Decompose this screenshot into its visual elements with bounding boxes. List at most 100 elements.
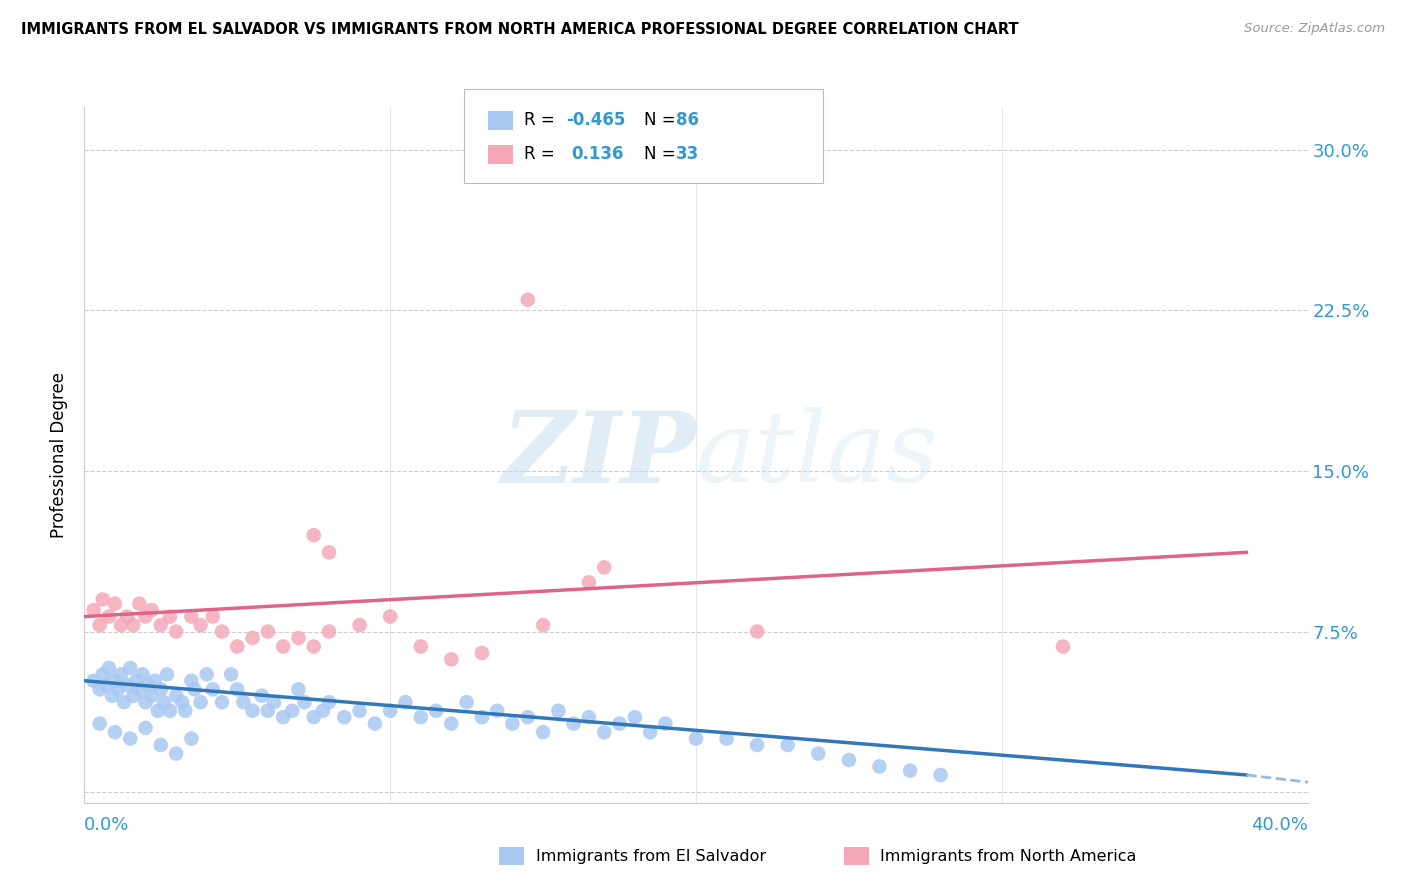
- Point: [195, 667, 218, 681]
- Point: [471, 710, 494, 724]
- Text: -0.465: -0.465: [567, 112, 626, 129]
- Point: [226, 640, 249, 654]
- Point: [593, 725, 616, 739]
- Point: [516, 293, 538, 307]
- Point: [440, 652, 463, 666]
- Point: [807, 747, 830, 761]
- Point: [89, 618, 111, 632]
- Point: [898, 764, 921, 778]
- Point: [271, 640, 294, 654]
- Point: [440, 716, 463, 731]
- Point: [747, 738, 769, 752]
- Point: [349, 618, 371, 632]
- Point: [271, 710, 294, 724]
- Point: [122, 689, 145, 703]
- Point: [747, 624, 769, 639]
- Point: [409, 710, 432, 724]
- Point: [97, 661, 120, 675]
- Point: [263, 695, 285, 709]
- Point: [502, 716, 524, 731]
- Point: [120, 731, 142, 746]
- Point: [104, 673, 127, 688]
- Point: [201, 609, 224, 624]
- Point: [318, 545, 340, 559]
- Point: [281, 704, 304, 718]
- Point: [312, 704, 335, 718]
- Point: [516, 710, 538, 724]
- Point: [174, 704, 197, 718]
- Point: [486, 704, 509, 718]
- Point: [94, 678, 117, 692]
- Text: N =: N =: [644, 112, 681, 129]
- Text: atlas: atlas: [696, 408, 939, 502]
- Point: [83, 603, 105, 617]
- Point: [409, 640, 432, 654]
- Point: [135, 609, 157, 624]
- Point: [333, 710, 356, 724]
- Point: [135, 721, 157, 735]
- Point: [425, 704, 447, 718]
- Point: [190, 695, 212, 709]
- Point: [562, 716, 585, 731]
- Point: [287, 631, 309, 645]
- Point: [685, 731, 707, 746]
- Point: [146, 704, 169, 718]
- Point: [578, 575, 600, 590]
- Point: [107, 682, 129, 697]
- Point: [349, 704, 371, 718]
- Point: [838, 753, 860, 767]
- Point: [364, 716, 387, 731]
- Point: [83, 673, 105, 688]
- Text: 86: 86: [676, 112, 699, 129]
- Text: Source: ZipAtlas.com: Source: ZipAtlas.com: [1244, 22, 1385, 36]
- Point: [172, 695, 194, 709]
- Point: [638, 725, 661, 739]
- Point: [115, 609, 138, 624]
- Text: N =: N =: [644, 145, 681, 163]
- Point: [716, 731, 738, 746]
- Point: [1052, 640, 1074, 654]
- Point: [91, 667, 114, 681]
- Point: [183, 682, 205, 697]
- Point: [211, 695, 233, 709]
- Point: [128, 597, 150, 611]
- Point: [97, 609, 120, 624]
- Point: [165, 747, 187, 761]
- Point: [471, 646, 494, 660]
- Point: [318, 624, 340, 639]
- Text: Immigrants from El Salvador: Immigrants from El Salvador: [536, 849, 766, 863]
- Point: [486, 153, 509, 168]
- Point: [776, 738, 799, 752]
- Point: [380, 704, 402, 718]
- Text: 40.0%: 40.0%: [1251, 816, 1308, 834]
- Point: [104, 725, 127, 739]
- Point: [242, 704, 264, 718]
- Point: [250, 689, 273, 703]
- Point: [294, 695, 316, 709]
- Point: [242, 631, 264, 645]
- Point: [219, 667, 242, 681]
- Point: [128, 682, 150, 697]
- Point: [869, 759, 891, 773]
- Point: [153, 695, 176, 709]
- Text: 0.0%: 0.0%: [84, 816, 129, 834]
- Point: [929, 768, 952, 782]
- Text: ZIP: ZIP: [501, 407, 696, 503]
- Text: 33: 33: [676, 145, 700, 163]
- Point: [101, 689, 124, 703]
- Point: [112, 695, 135, 709]
- Point: [149, 618, 172, 632]
- Point: [122, 618, 145, 632]
- Text: R =: R =: [524, 145, 565, 163]
- Point: [578, 710, 600, 724]
- Point: [141, 689, 163, 703]
- Point: [547, 704, 569, 718]
- Point: [156, 667, 179, 681]
- Y-axis label: Professional Degree: Professional Degree: [51, 372, 69, 538]
- Point: [138, 678, 160, 692]
- Point: [190, 618, 212, 632]
- Point: [104, 597, 127, 611]
- Point: [226, 682, 249, 697]
- Point: [91, 592, 114, 607]
- Point: [180, 731, 202, 746]
